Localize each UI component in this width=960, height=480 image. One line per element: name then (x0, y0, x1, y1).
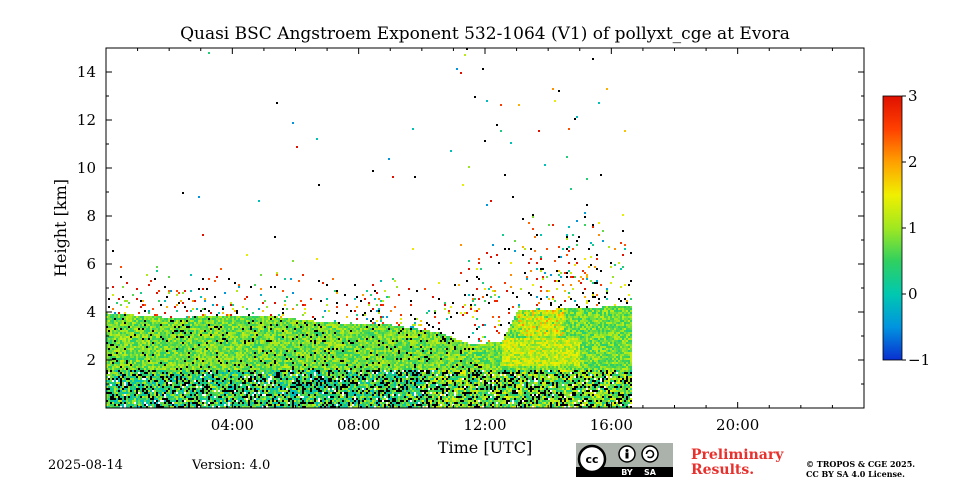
cc-logo-text: cc (585, 453, 598, 466)
chart-title: Quasi BSC Angstroem Exponent 532-1064 (V… (180, 24, 790, 44)
preliminary-line2: Results. (691, 462, 755, 478)
y-tick-label: 8 (86, 207, 96, 225)
colorbar-tick-label: 1 (908, 219, 918, 237)
license-sa-label: SA (644, 468, 657, 477)
colorbar-tick-labels: −1 0 1 2 3 (902, 87, 930, 369)
y-tick-label: 10 (77, 159, 96, 177)
license-by-label: BY (621, 468, 633, 477)
share-alike-icon (641, 445, 659, 463)
colorbar (882, 95, 903, 361)
x-axis-label: Time [UTC] (438, 438, 532, 457)
colorbar-tick-label: 2 (908, 153, 918, 171)
copyright-notice: © TROPOS & CGE 2025. CC BY SA 4.0 Licens… (806, 459, 915, 479)
y-tick-label: 12 (77, 111, 96, 129)
cc-license-badge: cc BY SA (576, 443, 673, 477)
footer-date: 2025-08-14 (48, 458, 123, 473)
y-tick-label: 4 (86, 303, 96, 321)
x-tick-label: 12:00 (463, 416, 506, 434)
copyright-line2: CC BY SA 4.0 License. (806, 469, 905, 479)
colorbar-tick-label: −1 (908, 351, 930, 369)
x-tick-label: 08:00 (337, 416, 380, 434)
x-tick-label: 04:00 (211, 416, 254, 434)
x-tick-label: 20:00 (716, 416, 759, 434)
y-tick-label: 2 (86, 351, 96, 369)
heatmap-data (106, 48, 632, 408)
colorbar-tick-label: 0 (908, 285, 918, 303)
colorbar-tick-label: 3 (908, 87, 918, 105)
x-tick-label: 16:00 (590, 416, 633, 434)
y-tick-label: 6 (86, 255, 96, 273)
x-tick-labels: 04:00 08:00 12:00 16:00 20:00 (211, 416, 760, 434)
cc-logo-icon (577, 444, 607, 474)
y-tick-labels: 2 4 6 8 10 12 14 (77, 63, 96, 369)
axis-ticks (105, 47, 865, 409)
footer-version: Version: 4.0 (192, 458, 271, 473)
copyright-line1: © TROPOS & CGE 2025. (806, 459, 916, 469)
y-axis-label: Height [km] (51, 179, 70, 277)
preliminary-results-note: Preliminary Results. (691, 448, 783, 478)
preliminary-line1: Preliminary (691, 447, 784, 463)
y-tick-label: 14 (77, 63, 96, 81)
